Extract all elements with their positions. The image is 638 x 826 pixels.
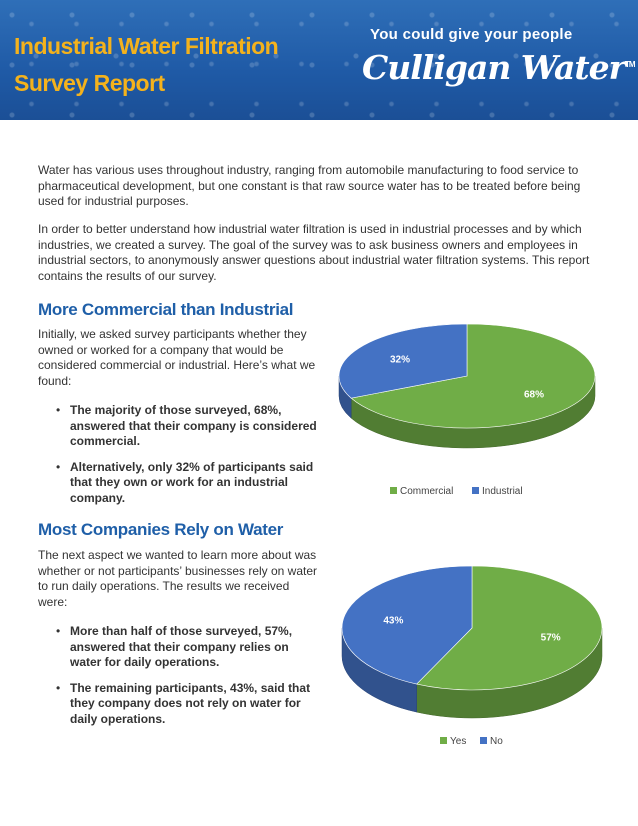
data-label-industrial: 32% [390,355,410,366]
legend-label-industrial: Industrial [482,486,523,497]
list-item: • The majority of those surveyed, 68%, an… [56,403,318,450]
header-banner: Industrial Water Filtration Survey Repor… [0,0,638,120]
list-item: • More than half of those surveyed, 57%, … [56,624,318,671]
bullet-text: More than half of those surveyed, 57%, a… [70,624,293,669]
report-title-line1: Industrial Water Filtration [14,33,279,59]
bullet-text: The majority of those surveyed, 68%, ans… [70,403,317,448]
pie-slice-commercial [350,323,596,429]
legend-label-commercial: Commercial [400,486,453,497]
list-item: • The remaining participants, 43%, said t… [56,681,318,728]
list-item: • Alternatively, only 32% of participants… [56,460,318,507]
legend-swatch-yes [440,737,447,744]
bullet-dot-icon: • [56,459,61,474]
data-label-no: 43% [383,616,403,627]
report-title: Industrial Water Filtration Survey Repor… [14,28,334,102]
intro-paragraph-2: In order to better understand how indust… [38,222,590,283]
section1-lead: Initially, we asked survey participants … [38,327,316,388]
section2-bullets: • More than half of those surveyed, 57%, … [56,624,318,737]
data-label-yes: 57% [541,632,561,643]
legend-swatch-no [480,737,487,744]
bullet-text: Alternatively, only 32% of participants … [70,459,314,505]
pie-chart-rely-on-water: 57% 43% Yes No [341,565,603,747]
report-title-line2: Survey Report [14,70,165,96]
section2-lead: The next aspect we wanted to learn more … [38,548,318,609]
legend-swatch-commercial [390,487,397,494]
section1-bullets: • The majority of those surveyed, 68%, an… [56,403,318,516]
section-heading-water: Most Companies Rely on Water [38,520,284,539]
bullet-dot-icon: • [56,624,61,638]
logo-wordmark: Culligan Water [362,48,626,87]
brand-tagline: You could give your people [370,26,573,43]
pie-slice-yes [416,565,603,691]
data-label-commercial: 68% [524,389,544,400]
pie-slice-industrial [338,323,468,399]
bullet-dot-icon: • [56,403,61,417]
section-heading-commercial: More Commercial than Industrial [38,300,294,319]
trademark-mark: TM [625,60,636,69]
bullet-text: The remaining participants, 43%, said th… [70,680,311,726]
water-droplet-pattern [0,0,638,120]
culligan-water-logo: Culligan WaterTM [362,48,636,87]
legend-label-yes: Yes [450,736,466,747]
pie-slice-no [341,565,473,685]
bullet-dot-icon: • [56,680,61,695]
legend-label-no: No [490,736,503,747]
legend-swatch-industrial [472,487,479,494]
pie-chart-commercial-industrial: 68% 32% Commercial Industrial [338,323,596,497]
intro-paragraph-1: Water has various uses throughout indust… [38,163,581,208]
